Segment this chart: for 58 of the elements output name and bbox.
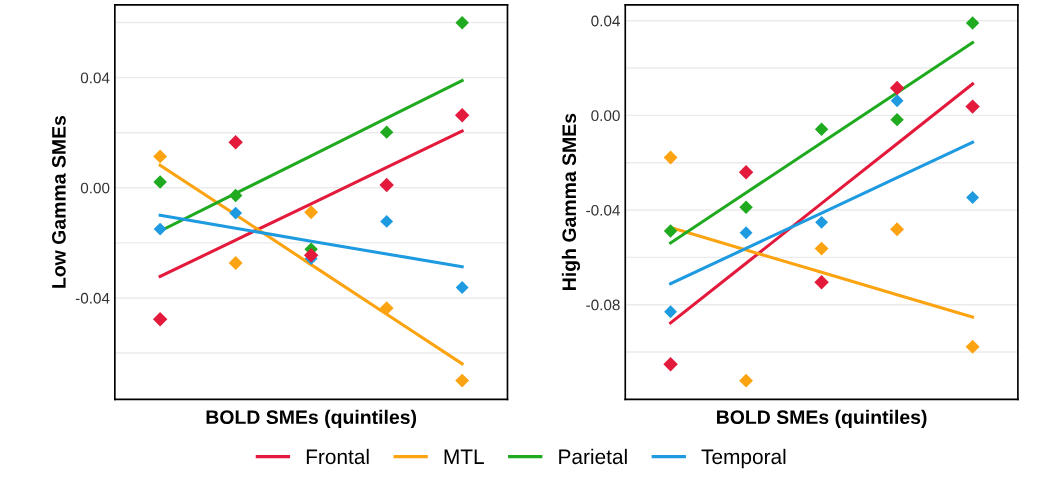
point xyxy=(455,16,469,30)
x-axis-title: BOLD SMEs (quintiles) xyxy=(206,409,417,428)
y-tick-label: 0.04 xyxy=(80,72,110,84)
point xyxy=(815,215,829,229)
line-series xyxy=(158,129,464,279)
point xyxy=(890,112,904,127)
point xyxy=(738,164,754,180)
y-tick-label: 0.00 xyxy=(591,110,620,122)
point xyxy=(379,125,394,139)
point xyxy=(152,311,168,327)
point xyxy=(965,16,980,30)
legend-label: Temporal xyxy=(701,448,786,469)
point xyxy=(739,226,753,240)
y-tick-label: 0.00 xyxy=(80,182,110,194)
y-tick-label: -0.04 xyxy=(75,292,110,304)
point xyxy=(663,224,678,238)
point xyxy=(303,248,319,263)
point xyxy=(379,177,394,193)
point xyxy=(228,188,243,203)
legend-label: MTL xyxy=(444,449,484,464)
point xyxy=(966,191,980,204)
y-tick-label: -0.08 xyxy=(586,299,620,311)
y-axis-title: High Gamma SMEs xyxy=(561,113,581,290)
point xyxy=(965,339,980,354)
point xyxy=(663,357,678,372)
legend-label: Frontal xyxy=(306,448,369,465)
x-axis-title: BOLD SMEs (quintiles) xyxy=(717,409,927,428)
point xyxy=(455,281,469,294)
point xyxy=(153,175,167,189)
line-series xyxy=(158,213,464,269)
point xyxy=(890,222,905,237)
point xyxy=(153,222,167,236)
point xyxy=(229,206,243,220)
point xyxy=(965,99,980,114)
point xyxy=(889,80,905,96)
point xyxy=(304,205,319,220)
legend-label: Parietal xyxy=(559,448,627,465)
point xyxy=(455,373,470,388)
point xyxy=(454,108,470,123)
y-tick-label: -0.04 xyxy=(586,204,620,216)
point xyxy=(153,149,168,164)
point xyxy=(664,305,678,319)
point xyxy=(739,373,754,388)
y-tick-label: 0.04 xyxy=(591,15,620,27)
point xyxy=(228,256,243,270)
point xyxy=(663,150,678,165)
point xyxy=(739,200,753,214)
line-series xyxy=(669,40,975,245)
point xyxy=(814,122,829,137)
y-axis-title: Low Gamma SMEs xyxy=(51,115,66,288)
line-series xyxy=(669,140,975,286)
point xyxy=(814,241,829,256)
line-series xyxy=(669,82,975,325)
point xyxy=(890,94,904,108)
point xyxy=(814,274,829,290)
point xyxy=(228,135,243,150)
point xyxy=(379,301,394,316)
point xyxy=(380,214,394,228)
